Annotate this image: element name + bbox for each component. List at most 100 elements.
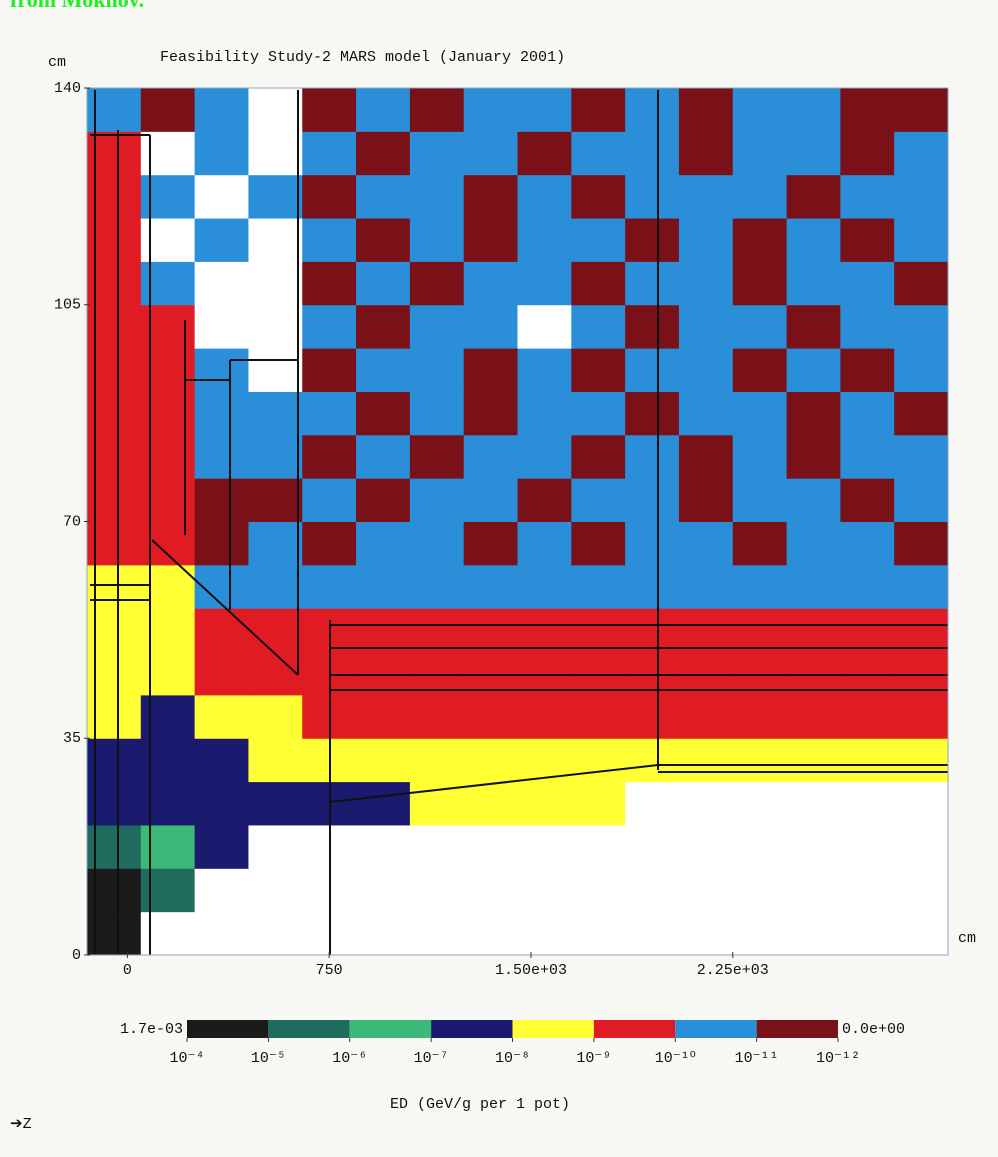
cell (463, 478, 518, 522)
cell (194, 304, 249, 349)
cell (356, 391, 411, 436)
cell (194, 348, 249, 392)
cell (409, 261, 465, 306)
cell (517, 868, 572, 913)
cell (894, 88, 949, 132)
cell (409, 88, 465, 132)
cell (894, 261, 949, 306)
cell (732, 88, 788, 132)
axes: 0 35 70 105 140 0 750 1.50e+03 2.25e+03 (54, 80, 769, 979)
cell (732, 304, 788, 349)
cell (732, 694, 788, 739)
cell (248, 88, 303, 132)
cell (625, 218, 680, 262)
cell (140, 521, 196, 566)
cell (625, 738, 680, 783)
cell (786, 911, 841, 956)
y-tick-label: 140 (54, 80, 81, 97)
cell (894, 694, 949, 739)
cell (894, 304, 949, 349)
direction-label: ➔Z (10, 1116, 32, 1133)
cell (248, 824, 303, 869)
cell (732, 174, 788, 219)
cell (678, 261, 734, 306)
cell (356, 478, 411, 522)
cell (463, 694, 518, 739)
cell (409, 651, 465, 696)
cell (302, 174, 357, 219)
cell (732, 911, 788, 956)
cell (517, 88, 572, 132)
cell (248, 478, 303, 522)
cell (140, 824, 196, 869)
cell (840, 911, 895, 956)
colorbar-label: ED (GeV/g per 1 pot) (390, 1096, 570, 1113)
cell (894, 911, 949, 956)
cell (894, 521, 949, 566)
chart-title: Feasibility Study-2 MARS model (January … (160, 49, 565, 66)
cell (356, 738, 411, 783)
cell (463, 738, 518, 783)
cell (840, 434, 895, 479)
cell (87, 261, 142, 306)
cell (571, 824, 626, 869)
cell (571, 651, 626, 696)
cell (248, 521, 303, 566)
cell (517, 781, 572, 826)
cell (302, 434, 357, 479)
colorbar-tick-label: 10⁻⁶ (332, 1050, 367, 1067)
cell (732, 434, 788, 479)
cell (894, 781, 949, 826)
cell (571, 391, 626, 436)
cell (248, 738, 303, 783)
cell (87, 391, 142, 436)
cell (248, 391, 303, 436)
cell (248, 564, 303, 609)
cell (840, 608, 895, 653)
cell (463, 304, 518, 349)
cell (87, 174, 142, 219)
cell (517, 218, 572, 262)
cell (786, 348, 841, 392)
cell (194, 911, 249, 956)
cell (571, 521, 626, 566)
cell (840, 694, 895, 739)
cell (409, 478, 465, 522)
cell (786, 868, 841, 913)
cell (356, 261, 411, 306)
cell (517, 911, 572, 956)
cell (732, 131, 788, 176)
cell (140, 391, 196, 436)
cell (87, 478, 142, 522)
cell (517, 348, 572, 392)
cell (356, 521, 411, 566)
cell (625, 478, 680, 522)
cell (194, 478, 249, 522)
cell (87, 738, 142, 783)
colorbar-tick-label: 10⁻⁸ (495, 1050, 530, 1067)
cell (571, 218, 626, 262)
cell (248, 781, 303, 826)
cell (571, 478, 626, 522)
cell (194, 434, 249, 479)
cell (248, 651, 303, 696)
cell (517, 564, 572, 609)
cell (625, 564, 680, 609)
cell (302, 564, 357, 609)
cell (625, 174, 680, 219)
cell (302, 391, 357, 436)
colorbar-swatch (268, 1020, 350, 1038)
cell (409, 738, 465, 783)
cell (356, 564, 411, 609)
cell (625, 304, 680, 349)
cell (732, 478, 788, 522)
cell (786, 564, 841, 609)
cell (678, 131, 734, 176)
cell (463, 911, 518, 956)
colorbar: 10⁻⁴ 10⁻⁵ 10⁻⁶ 10⁻⁷ 10⁻⁸ 10⁻⁹ 10⁻¹⁰ 10⁻¹¹ 10⁻¹² 1… (120, 1020, 905, 1067)
cell (625, 911, 680, 956)
cell (194, 738, 249, 783)
geometry (90, 90, 948, 955)
cell (140, 261, 196, 306)
cell (732, 781, 788, 826)
